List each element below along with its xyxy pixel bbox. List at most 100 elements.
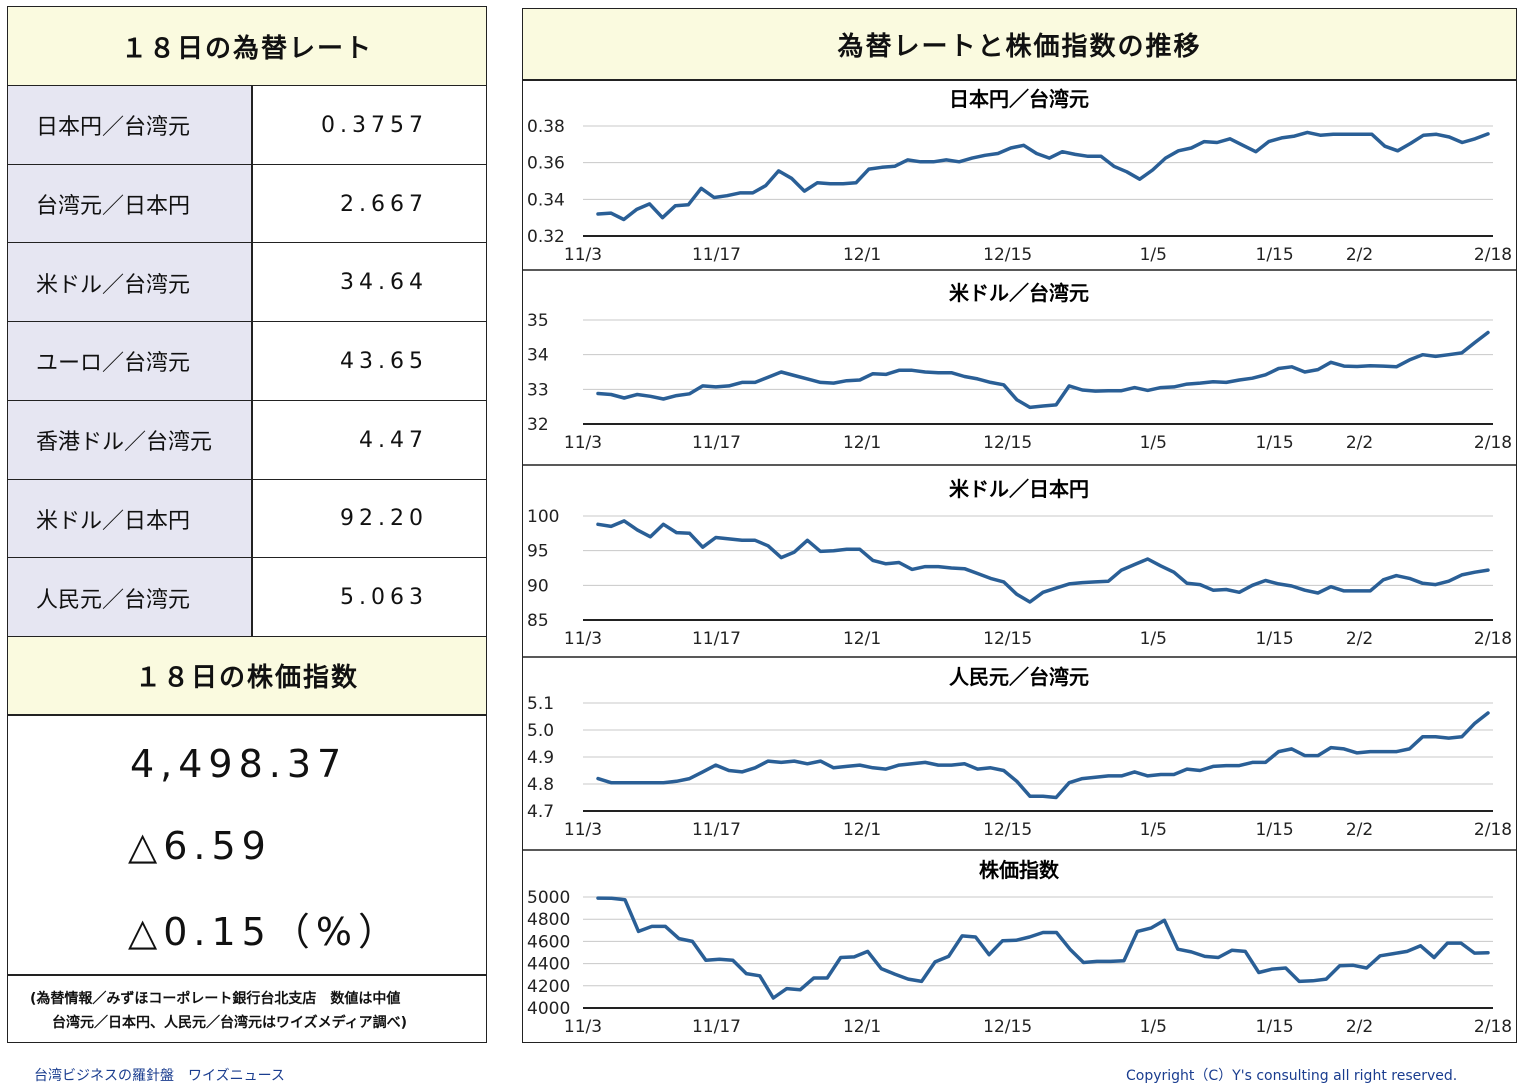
y-tick-label: 5.1: [527, 694, 554, 714]
y-tick-label: 35: [527, 311, 549, 331]
y-tick-label: 0.36: [527, 154, 565, 174]
y-tick-label: 4000: [527, 999, 570, 1019]
x-tick-label: 11/3: [564, 433, 602, 453]
source-note-line2: 台湾元／日本円、人民元／台湾元はワイズメディア調べ): [52, 1015, 407, 1031]
y-tick-label: 33: [527, 380, 549, 400]
stock-index-value: 4,498.37: [130, 742, 348, 786]
rate-value: 0.3757: [252, 86, 486, 165]
x-tick-label: 2/18: [1474, 433, 1512, 453]
x-tick-label: 2/18: [1474, 245, 1512, 265]
rate-label: 米ドル／台湾元: [8, 243, 251, 323]
series-line: [596, 130, 1490, 222]
x-tick-label: 11/3: [564, 820, 602, 840]
rate-value: 4.47: [252, 400, 486, 480]
divider: [251, 164, 253, 244]
x-tick-label: 2/18: [1474, 820, 1512, 840]
footer-brand: 台湾ビジネスの羅針盤 ワイズニュース: [34, 1068, 285, 1084]
x-tick-label: 1/5: [1140, 433, 1167, 453]
x-tick-label: 12/1: [843, 1017, 881, 1037]
divider: [251, 243, 253, 323]
x-tick-label: 12/1: [843, 820, 881, 840]
divider: [523, 79, 1516, 81]
chart-title: 米ドル／日本円: [949, 477, 1089, 501]
x-tick-label: 2/2: [1346, 1017, 1373, 1037]
rate-label: 日本円／台湾元: [8, 86, 251, 165]
x-tick-label: 2/2: [1346, 245, 1373, 265]
x-tick-label: 2/2: [1346, 433, 1373, 453]
x-tick-label: 11/3: [564, 1017, 602, 1037]
x-tick-label: 1/15: [1256, 245, 1294, 265]
divider: [8, 85, 486, 87]
x-tick-label: 11/17: [692, 629, 741, 649]
rate-label: 台湾元／日本円: [8, 164, 251, 244]
divider: [8, 557, 486, 559]
x-tick-label: 2/18: [1474, 1017, 1512, 1037]
x-tick-label: 1/5: [1140, 820, 1167, 840]
y-tick-label: 34: [527, 346, 549, 366]
x-tick-label: 11/17: [692, 820, 741, 840]
y-tick-label: 0.34: [527, 190, 565, 210]
rate-label: 米ドル／日本円: [8, 479, 251, 559]
chart-1: 米ドル／台湾元 35 34 33 32 11/3 11/17 12/1 12/15 1/5 1/15…: [523, 269, 1516, 453]
charts-header: 為替レートと株価指数の推移: [523, 9, 1516, 79]
series-line: [596, 896, 1490, 1000]
y-tick-label: 4.9: [527, 748, 554, 768]
divider: [8, 974, 486, 976]
rate-value: 34.64: [252, 243, 486, 323]
x-tick-label: 1/15: [1256, 629, 1294, 649]
x-tick-label: 12/15: [983, 820, 1032, 840]
footer-copyright: Copyright（C）Y's consulting all right res…: [1126, 1068, 1458, 1084]
x-tick-label: 11/3: [564, 245, 602, 265]
divider: [251, 558, 253, 637]
series-line: [596, 519, 1490, 604]
y-tick-label: 5.0: [527, 721, 554, 741]
y-tick-label: 4.8: [527, 775, 554, 795]
y-tick-label: 4400: [527, 955, 570, 975]
x-tick-label: 2/2: [1346, 629, 1373, 649]
x-tick-label: 1/5: [1140, 1017, 1167, 1037]
divider: [8, 714, 486, 716]
rate-value: 5.063: [252, 558, 486, 637]
rate-value: 92.20: [252, 479, 486, 559]
y-tick-label: 4600: [527, 932, 570, 952]
divider: [8, 635, 486, 638]
x-tick-label: 1/15: [1256, 820, 1294, 840]
y-tick-label: 4200: [527, 977, 570, 997]
divider: [8, 399, 486, 402]
divider: [251, 322, 253, 401]
x-tick-label: 12/15: [983, 629, 1032, 649]
y-tick-label: 0.38: [527, 117, 565, 137]
stock-index-change: △6.59: [128, 824, 272, 868]
chart-3: 人民元／台湾元 5.1 5.0 4.9 4.8 4.7 11/3 11/17 12/1 12/15…: [523, 656, 1516, 840]
x-tick-label: 11/17: [692, 433, 741, 453]
x-tick-label: 1/15: [1256, 1017, 1294, 1037]
x-tick-label: 1/5: [1140, 245, 1167, 265]
y-tick-label: 0.32: [527, 227, 565, 247]
rates-title: １８日の為替レート: [8, 7, 486, 85]
chart-title: 日本円／台湾元: [949, 87, 1089, 111]
divider: [251, 86, 253, 165]
x-tick-label: 12/15: [983, 1017, 1032, 1037]
y-tick-label: 4.7: [527, 802, 554, 822]
y-tick-label: 95: [527, 542, 549, 562]
x-tick-label: 2/2: [1346, 820, 1373, 840]
charts-panel: [522, 8, 1517, 1043]
series-line: [596, 711, 1490, 800]
divider: [8, 321, 486, 323]
series-line: [596, 330, 1490, 410]
rate-label: 香港ドル／台湾元: [8, 400, 251, 480]
y-tick-label: 5000: [527, 888, 570, 908]
divider: [8, 163, 486, 166]
x-tick-label: 1/5: [1140, 629, 1167, 649]
rate-value: 2.667: [252, 164, 486, 244]
chart-title: 米ドル／台湾元: [949, 281, 1089, 305]
chart-title: 株価指数: [979, 858, 1060, 882]
rate-label: 人民元／台湾元: [8, 558, 251, 637]
stock-index-change-pct: △0.15（%）: [128, 910, 402, 954]
rate-label: ユーロ／台湾元: [8, 322, 251, 401]
rate-value: 43.65: [252, 322, 486, 401]
divider: [251, 400, 253, 480]
y-tick-label: 100: [527, 507, 559, 527]
